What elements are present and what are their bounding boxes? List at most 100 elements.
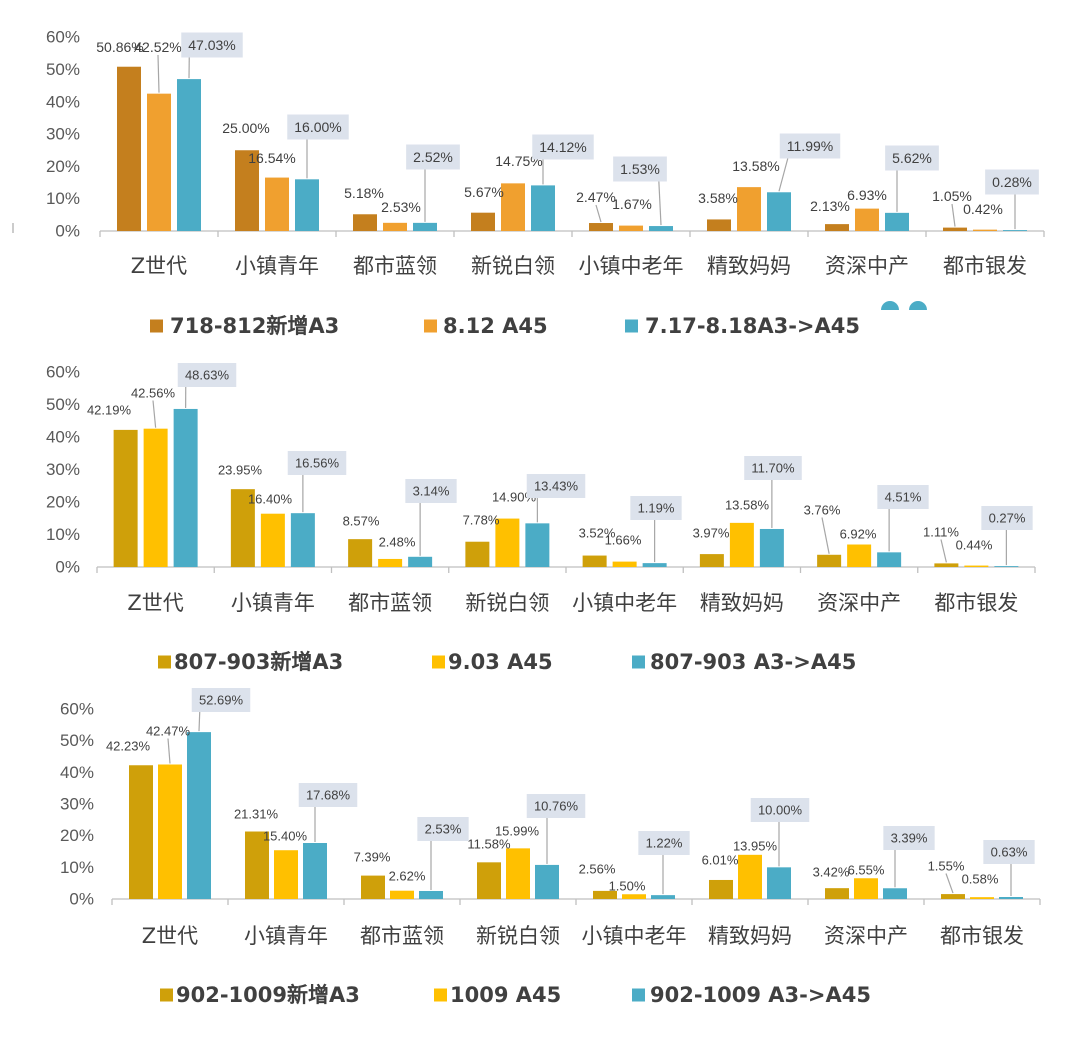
series-2-value-label: 14.90%	[492, 490, 537, 505]
callout-box	[287, 451, 347, 475]
series-2-value-label: 1.66%	[605, 533, 642, 548]
series-2-bar	[737, 187, 761, 231]
y-tick-label: 30%	[46, 125, 80, 144]
series-1-value-label: 3.76%	[804, 503, 841, 518]
series-1-bar	[230, 489, 255, 567]
series-1-bar	[941, 894, 965, 899]
chart-807-903: 0% 10% 20% 30% 40% 50% 60% Z世代 小镇青年 都市蓝领 新锐白领 小镇中老年…	[46, 363, 1036, 674]
series-2-bar	[390, 890, 414, 899]
legend-label-series-3: 902-1009 A3->A45	[650, 983, 871, 1007]
series-2-value-label: 6.93%	[847, 187, 887, 203]
category-label: 新锐白领	[471, 254, 555, 278]
series-3-value-label: 48.63%	[185, 368, 230, 383]
legend-swatch-series-2	[434, 988, 447, 1002]
series-1-bar	[825, 888, 849, 899]
series-2-bar	[619, 225, 643, 231]
series-2-bar	[378, 558, 403, 567]
series-3-value-label: 16.00%	[294, 119, 341, 135]
series-2-bar	[158, 764, 182, 899]
callout-box	[883, 826, 935, 850]
callout-box	[985, 169, 1039, 195]
series-1-value-label: 50.86%	[96, 39, 143, 55]
category-label: 都市蓝领	[353, 254, 437, 278]
category-label: 都市银发	[943, 254, 1027, 278]
series-1-bar	[353, 214, 377, 231]
label-leader-line	[951, 203, 956, 227]
callout-label: 5.62%	[885, 145, 939, 171]
callout-box	[526, 474, 586, 498]
callout-box	[298, 783, 358, 807]
series-2-value-label: 1.50%	[609, 879, 646, 894]
series-3-value-label: 47.03%	[188, 37, 235, 53]
series-1-value-label: 5.18%	[344, 185, 384, 201]
y-tick-label: 40%	[46, 428, 80, 447]
y-tick-label: 60%	[46, 28, 80, 47]
series-2-bar	[970, 897, 994, 899]
category-label: 新锐白领	[476, 924, 560, 948]
series-3-value-label: 16.56%	[295, 456, 340, 471]
series-2-value-label: 6.55%	[848, 863, 885, 878]
series-3-value-label: 14.12%	[539, 139, 586, 155]
y-tick-label: 20%	[46, 157, 80, 176]
series-1-value-label: 21.31%	[234, 807, 279, 822]
label-leader-line	[157, 54, 160, 93]
series-3-bar	[187, 732, 211, 899]
category-label: 新锐白领	[465, 591, 549, 615]
series-1-bar	[117, 66, 141, 231]
series-2-value-label: 42.47%	[146, 724, 191, 739]
category-label: Z世代	[142, 924, 198, 948]
series-1-value-label: 42.19%	[87, 403, 132, 418]
series-2-value-label: 0.42%	[963, 201, 1003, 217]
series-3-value-label: 17.68%	[306, 788, 351, 803]
legend-swatch-series-1	[150, 319, 163, 333]
legend-label-series-2: 1009 A45	[450, 983, 561, 1007]
series-1-bar	[589, 223, 613, 231]
series-1-bar	[817, 554, 842, 567]
series-2-bar	[143, 428, 168, 567]
series-2-bar	[501, 183, 525, 231]
callout-label: 4.51%	[877, 485, 929, 509]
series-3-bar	[419, 890, 443, 899]
series-3-bar	[295, 179, 319, 231]
callout-leader-line	[198, 711, 201, 732]
series-3-value-label: 10.00%	[758, 803, 803, 818]
category-label: 都市蓝领	[348, 591, 432, 615]
label-leader-line	[167, 738, 171, 764]
callout-box	[177, 363, 237, 387]
series-3-value-label: 3.39%	[891, 831, 928, 846]
series-3-bar	[531, 185, 555, 231]
label-leader-line	[940, 539, 947, 563]
series-2-bar	[612, 561, 637, 567]
callout-box	[417, 817, 469, 841]
series-2-value-label: 13.95%	[733, 839, 778, 854]
series-2-value-label: 6.92%	[840, 527, 877, 542]
series-3-bar	[994, 566, 1019, 567]
legend-label-series-1: 807-903新增A3	[174, 650, 343, 674]
category-label: 资深中产	[825, 254, 909, 278]
y-tick-label: 20%	[46, 493, 80, 512]
series-1-value-label: 23.95%	[218, 463, 263, 478]
series-2-value-label: 13.58%	[732, 158, 779, 174]
legend-label-series-3: 807-903 A3->A45	[650, 650, 856, 674]
series-3-bar	[303, 843, 327, 899]
callout-label: 11.70%	[744, 456, 802, 480]
series-2-value-label: 2.53%	[381, 199, 421, 215]
callout-box	[287, 114, 349, 140]
callout-box	[191, 688, 251, 712]
y-tick-label: 30%	[60, 794, 94, 813]
series-2-bar	[854, 878, 878, 899]
callout-label: 11.99%	[779, 133, 841, 159]
series-3-bar	[767, 192, 791, 231]
series-2-bar	[383, 222, 407, 231]
series-3-bar	[525, 523, 550, 567]
y-tick-label: 60%	[60, 699, 94, 718]
callout-box	[613, 156, 667, 182]
series-3-value-label: 0.63%	[991, 845, 1028, 860]
y-tick-label: 0%	[69, 890, 94, 909]
callout-label: 3.14%	[405, 479, 457, 503]
series-1-value-label: 25.00%	[222, 120, 269, 136]
legend-label-series-2: 8.12 A45	[443, 314, 548, 338]
y-tick-label: 50%	[46, 60, 80, 79]
series-2-bar	[847, 544, 872, 567]
legend-swatch-series-1	[158, 655, 171, 669]
